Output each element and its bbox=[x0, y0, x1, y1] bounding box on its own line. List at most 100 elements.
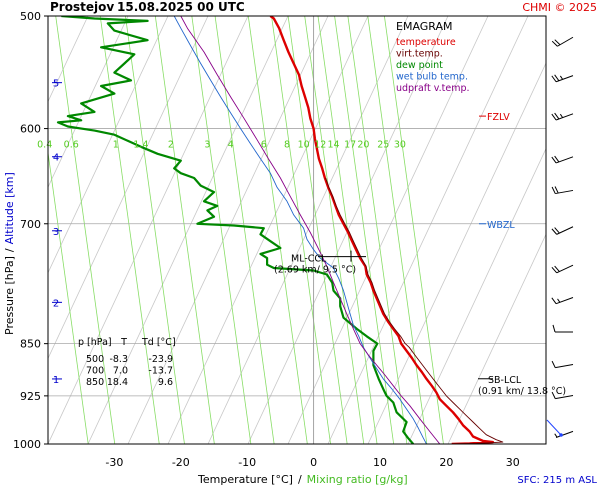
surface-elevation: SFC: 215 m ASL bbox=[517, 475, 597, 486]
isotherm-line bbox=[447, 233, 546, 444]
wind-barb-half bbox=[559, 113, 564, 118]
isotherm-line bbox=[48, 16, 129, 189]
mixing-ratio-line bbox=[191, 16, 252, 444]
series-virt-temp- bbox=[325, 177, 504, 444]
chart-title: EMAGRAM bbox=[396, 20, 453, 33]
mixing-ratio-label: 0.6 bbox=[64, 140, 79, 151]
datetime-label: 15.08.2025 00 UTC bbox=[117, 0, 245, 14]
table-cell: -8.3 bbox=[109, 354, 128, 365]
legend-item: wet bulb temp. bbox=[396, 72, 468, 83]
isotherm-line bbox=[327, 16, 529, 444]
wind-barb-staff bbox=[555, 364, 574, 369]
wind-barb-flag bbox=[551, 156, 557, 164]
pressure-tick-label: 600 bbox=[20, 123, 41, 136]
wind-barb-staff bbox=[556, 264, 574, 274]
isotherm-line bbox=[48, 16, 209, 360]
x-axis-mix-label: Mixing ratio [g/kg] bbox=[307, 473, 408, 486]
isotherm-line bbox=[127, 16, 329, 444]
pressure-tick-label: 850 bbox=[20, 338, 41, 351]
table-cell: -13.7 bbox=[148, 366, 173, 377]
mixing-ratio-label: 6 bbox=[261, 140, 267, 151]
table-cell: 7.0 bbox=[113, 366, 128, 377]
x-axis-label: Temperature [°C] / Mixing ratio [g/kg] bbox=[197, 473, 408, 486]
mixing-ratio-label: 0.4 bbox=[37, 140, 52, 151]
mixing-ratio-line bbox=[383, 16, 444, 444]
wind-barb-flag bbox=[554, 155, 560, 163]
wind-barb-flag bbox=[554, 74, 560, 82]
ml-ccl-values: (2.69 km/ 9.5 °C) bbox=[274, 265, 356, 276]
table-cell: 700 bbox=[86, 366, 104, 377]
mixing-ratio-line bbox=[125, 16, 185, 444]
mixing-ratio-line bbox=[304, 16, 365, 444]
wind-barb bbox=[552, 324, 573, 333]
wind-barb-flag bbox=[551, 267, 558, 274]
pressure-tick-label: 925 bbox=[20, 390, 41, 403]
legend-item: dew point bbox=[396, 60, 443, 71]
mixing-ratio-line bbox=[55, 16, 116, 444]
wind-barb-staff bbox=[555, 297, 574, 305]
wind-barb bbox=[551, 155, 574, 164]
mixing-ratio-label: 25 bbox=[377, 140, 389, 151]
mixing-ratio-line bbox=[154, 16, 215, 444]
ml-ccl-label: ML-CCL bbox=[291, 254, 327, 265]
wind-barb bbox=[551, 360, 574, 369]
legend-item: udpraft v.temp. bbox=[396, 83, 470, 94]
table-cell: 500 bbox=[86, 354, 104, 365]
wind-barb-flag bbox=[551, 228, 558, 235]
mixing-ratio-label: 14 bbox=[327, 140, 339, 151]
wind-barb-flag bbox=[551, 75, 557, 83]
isotherm-line bbox=[87, 16, 289, 444]
series-dew-point bbox=[56, 16, 415, 444]
mixing-ratio-label: 2 bbox=[168, 140, 174, 151]
wbzl-label: WBZL bbox=[487, 220, 515, 231]
wind-barb bbox=[551, 74, 574, 83]
legend-item: temperature bbox=[396, 37, 456, 48]
temp-tick-label: 30 bbox=[506, 456, 520, 469]
surface-wind-dot bbox=[559, 433, 563, 437]
wind-barb-flag bbox=[551, 360, 556, 368]
mixing-ratio-label: 30 bbox=[394, 140, 406, 151]
legend-item: virt.temp. bbox=[396, 49, 443, 60]
mixing-ratio-label: 8 bbox=[284, 140, 290, 151]
sounding-table: p [hPa] T Td [°C] 500 -8.3 -23.9 700 7.0 -13.7 85… bbox=[78, 337, 176, 388]
altitude-tick-label: 5 bbox=[53, 79, 59, 90]
wind-barb-flag bbox=[554, 39, 561, 46]
altitude-tick-label: 4 bbox=[53, 153, 59, 164]
mixing-ratio-line bbox=[247, 16, 308, 444]
y-axis-separator: / bbox=[3, 248, 16, 252]
sb-lcl-label: SB-LCL bbox=[488, 375, 522, 386]
mixing-ratio-label: 1 bbox=[113, 140, 119, 151]
y-axis-pressure-label: Pressure [hPa] bbox=[3, 256, 16, 335]
wind-barb-half bbox=[557, 298, 561, 303]
wind-barb-half bbox=[559, 75, 564, 80]
wind-barb-flag bbox=[552, 324, 556, 333]
x-axis-separator: / bbox=[298, 473, 302, 486]
table-header: Td [°C] bbox=[141, 337, 176, 348]
wind-barb-flag bbox=[554, 112, 560, 120]
mixing-ratio-line bbox=[347, 16, 408, 444]
table-cell: 850 bbox=[86, 377, 104, 388]
wind-barb-flag bbox=[554, 186, 559, 194]
wind-barb-flag bbox=[551, 186, 556, 194]
mixing-ratio-line bbox=[334, 16, 395, 444]
mixing-ratio-label: 3 bbox=[204, 140, 210, 151]
fzlv-label: FZLV bbox=[487, 112, 510, 123]
pressure-tick-label: 700 bbox=[20, 218, 41, 231]
curves-layer bbox=[56, 16, 504, 444]
wind-barb-flag bbox=[551, 40, 558, 47]
pressure-tick-label: 500 bbox=[20, 10, 41, 23]
wind-barb bbox=[551, 297, 574, 305]
station-name: Prostejov bbox=[50, 0, 114, 14]
overlay-layer: 0.4 0.6 1 1.4 2 3 4 6 8 10 12 14 17 20 25 3050060070085… bbox=[13, 10, 574, 469]
wind-barb-flag bbox=[554, 265, 560, 272]
table-cell: -23.9 bbox=[148, 354, 173, 365]
altitude-tick-label: 2 bbox=[53, 298, 59, 309]
mixing-ratio-label: 4 bbox=[228, 140, 234, 151]
wind-barb bbox=[551, 112, 574, 121]
wind-barb-staff bbox=[555, 430, 574, 438]
plot-frame bbox=[47, 15, 547, 445]
temp-tick-label: 0 bbox=[310, 456, 317, 469]
table-cell: 18.4 bbox=[107, 377, 128, 388]
